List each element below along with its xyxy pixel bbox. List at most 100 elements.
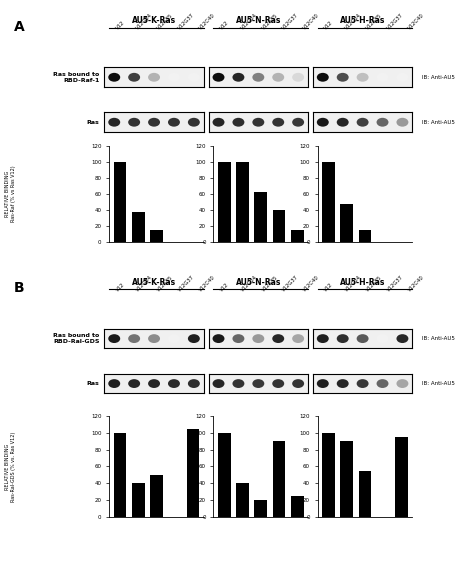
Bar: [114, 162, 127, 242]
Text: RELATIVE BINDING
Ras-Raf (% vs Ras V12): RELATIVE BINDING Ras-Raf (% vs Ras V12): [5, 166, 16, 222]
Ellipse shape: [252, 379, 264, 388]
Text: V12G37: V12G37: [282, 274, 300, 292]
Text: AU5-K-Ras: AU5-K-Ras: [132, 16, 176, 25]
Text: V12G37: V12G37: [177, 12, 196, 31]
Ellipse shape: [337, 73, 349, 81]
Ellipse shape: [212, 118, 225, 126]
Ellipse shape: [232, 73, 245, 81]
Text: B: B: [14, 281, 25, 295]
Text: IB: Anti-AU5: IB: Anti-AU5: [422, 75, 455, 80]
Ellipse shape: [108, 118, 120, 126]
Ellipse shape: [376, 334, 389, 343]
Bar: [218, 433, 231, 517]
Text: V12C40: V12C40: [198, 13, 216, 31]
Ellipse shape: [212, 334, 225, 343]
Ellipse shape: [337, 379, 349, 388]
Text: V12S35: V12S35: [156, 13, 174, 31]
Text: Ras bound to
RBD-Ral-GDS: Ras bound to RBD-Ral-GDS: [53, 333, 100, 344]
Ellipse shape: [252, 118, 264, 126]
Ellipse shape: [148, 379, 160, 388]
Text: V12S35: V12S35: [156, 274, 174, 292]
Ellipse shape: [128, 73, 140, 81]
Text: AU5-H-Ras: AU5-H-Ras: [340, 278, 385, 287]
Ellipse shape: [168, 379, 180, 388]
Text: AU5-H-Ras: AU5-H-Ras: [340, 16, 385, 25]
Ellipse shape: [376, 379, 389, 388]
Text: V12G37: V12G37: [386, 274, 404, 292]
Ellipse shape: [232, 379, 245, 388]
Text: IB: Anti-AU5: IB: Anti-AU5: [422, 120, 455, 125]
Ellipse shape: [376, 118, 389, 126]
Ellipse shape: [317, 379, 329, 388]
Ellipse shape: [168, 73, 180, 81]
Ellipse shape: [396, 118, 409, 126]
Ellipse shape: [148, 334, 160, 343]
Bar: [322, 162, 335, 242]
Ellipse shape: [376, 73, 389, 81]
Ellipse shape: [396, 379, 409, 388]
Ellipse shape: [188, 334, 200, 343]
Ellipse shape: [168, 118, 180, 126]
Bar: [273, 441, 285, 517]
Bar: [322, 433, 335, 517]
Text: V12: V12: [115, 20, 126, 31]
Bar: [255, 500, 267, 517]
Ellipse shape: [272, 73, 284, 81]
Ellipse shape: [356, 334, 369, 343]
Text: A: A: [14, 20, 25, 34]
Text: V12G34: V12G34: [344, 274, 363, 292]
Ellipse shape: [128, 334, 140, 343]
Text: Ras: Ras: [87, 120, 100, 125]
Text: V12: V12: [323, 282, 334, 292]
Bar: [395, 437, 408, 517]
Ellipse shape: [108, 379, 120, 388]
Ellipse shape: [212, 73, 225, 81]
Ellipse shape: [148, 118, 160, 126]
Text: IB: Anti-AU5: IB: Anti-AU5: [422, 381, 455, 386]
Ellipse shape: [272, 334, 284, 343]
Text: V12C40: V12C40: [302, 13, 320, 31]
Bar: [255, 192, 267, 242]
Text: V12G34: V12G34: [344, 12, 363, 31]
Bar: [186, 428, 199, 517]
Ellipse shape: [292, 379, 304, 388]
Text: Ras: Ras: [87, 381, 100, 386]
Ellipse shape: [128, 379, 140, 388]
Ellipse shape: [356, 379, 369, 388]
Ellipse shape: [337, 334, 349, 343]
Bar: [132, 483, 145, 517]
Text: V12G37: V12G37: [177, 274, 196, 292]
Text: V12S35: V12S35: [261, 13, 279, 31]
Text: V12C40: V12C40: [407, 274, 425, 292]
Bar: [273, 210, 285, 242]
Ellipse shape: [292, 73, 304, 81]
Text: V12: V12: [219, 282, 230, 292]
Text: V12: V12: [115, 282, 126, 292]
Bar: [150, 230, 163, 242]
Text: V12: V12: [323, 20, 334, 31]
Ellipse shape: [356, 118, 369, 126]
Text: V12G34: V12G34: [136, 274, 154, 292]
Ellipse shape: [232, 118, 245, 126]
Ellipse shape: [188, 379, 200, 388]
Ellipse shape: [292, 118, 304, 126]
Text: V12G37: V12G37: [282, 12, 300, 31]
Ellipse shape: [128, 118, 140, 126]
Ellipse shape: [317, 334, 329, 343]
Ellipse shape: [292, 334, 304, 343]
Bar: [340, 204, 353, 242]
Bar: [132, 212, 145, 242]
Bar: [291, 496, 303, 517]
Ellipse shape: [252, 334, 264, 343]
Text: V12S35: V12S35: [261, 274, 279, 292]
Text: V12G37: V12G37: [386, 12, 404, 31]
Bar: [340, 441, 353, 517]
Ellipse shape: [272, 379, 284, 388]
Bar: [291, 230, 303, 242]
Text: RELATIVE BINDING
Ras-Ral-GDS (% vs. Ras V12): RELATIVE BINDING Ras-Ral-GDS (% vs. Ras …: [5, 432, 16, 501]
Bar: [114, 433, 127, 517]
Text: IB: Anti-AU5: IB: Anti-AU5: [422, 336, 455, 341]
Ellipse shape: [396, 73, 409, 81]
Ellipse shape: [188, 118, 200, 126]
Bar: [359, 471, 371, 517]
